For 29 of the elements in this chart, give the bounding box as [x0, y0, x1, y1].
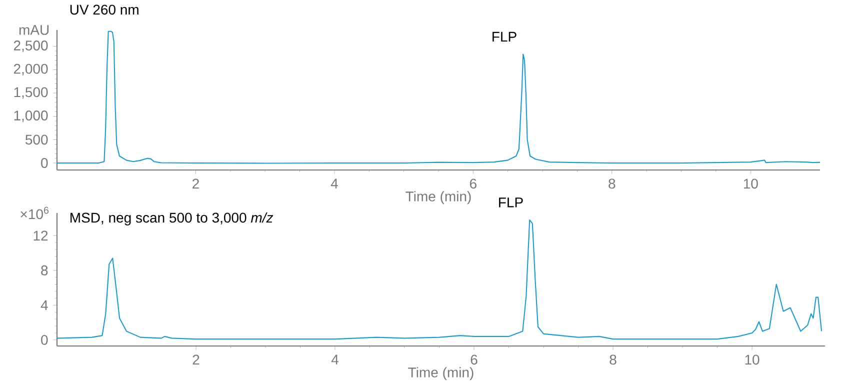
x-tick-label: 8: [610, 354, 616, 365]
x-tick-label: 4: [331, 354, 338, 364]
annotation: FLP: [492, 32, 516, 42]
y-axis-title: ×10$^{6}$: [20, 206, 49, 220]
x-tick-label: 2: [192, 178, 199, 188]
y-tick-label: 2,000: [14, 64, 48, 76]
x-tick-label: 6: [470, 178, 476, 189]
y-tick-label: 0: [41, 158, 48, 168]
x-tick-label: 4: [330, 178, 338, 188]
chart-title: UV 260 nm: [70, 4, 138, 15]
x-tick-label: 10: [744, 178, 758, 189]
x-tick-label: 10: [745, 354, 760, 365]
y-tick-label: 2,500: [14, 40, 48, 52]
y-tick-label: 12: [34, 230, 48, 240]
y-axis-title: mAU: [19, 25, 49, 35]
y-tick-label: 500: [25, 134, 48, 145]
y-tick-label: 1,500: [14, 87, 48, 99]
y-tick-label: 8: [41, 265, 48, 276]
chart-title: MSD, neg scan 500 to 3,000 m/z: [70, 212, 274, 226]
x-axis-title: Time (min): [408, 367, 474, 380]
annotation: FLP: [499, 198, 523, 208]
x-tick-label: 6: [470, 354, 478, 365]
line-series: [56, 30, 821, 164]
y-tick-label: 1,000: [14, 110, 48, 122]
x-tick-label: 8: [608, 178, 616, 189]
x-tick-label: 2: [192, 354, 200, 364]
y-tick-label: 4: [40, 300, 48, 310]
x-axis-title: Time (min): [406, 191, 471, 204]
y-tick-label: 0: [41, 334, 48, 345]
